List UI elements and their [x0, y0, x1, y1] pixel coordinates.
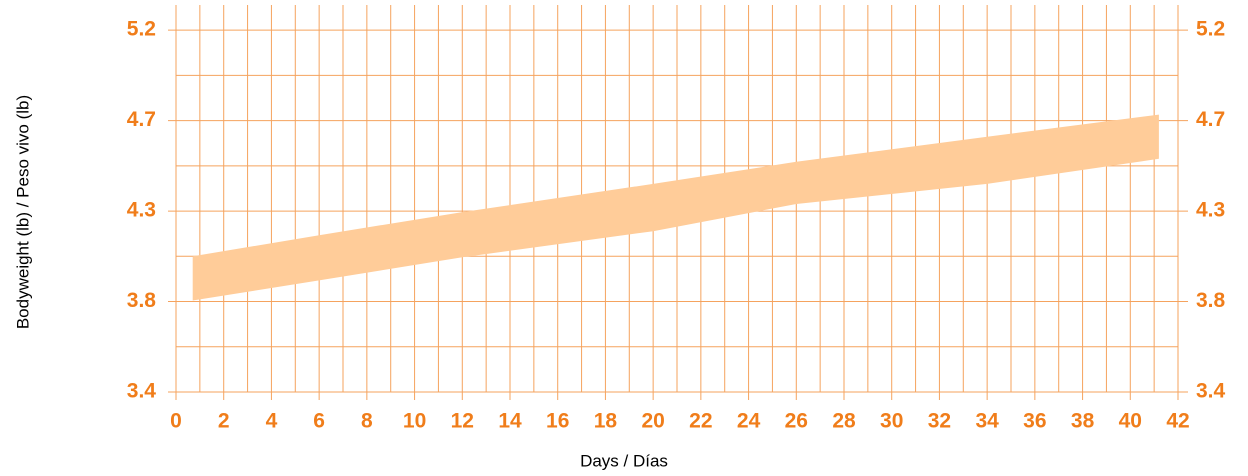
x-tick-label: 4 — [266, 410, 278, 433]
y-tick-label: 4.3 — [127, 199, 156, 222]
y2-tick-label: 3.4 — [1196, 380, 1226, 403]
x-tick-label: 14 — [498, 410, 522, 433]
y2-tick-label: 4.3 — [1196, 199, 1225, 222]
y-tick-label: 3.4 — [127, 380, 157, 403]
x-tick-label: 6 — [313, 410, 325, 433]
x-tick-label: 32 — [928, 410, 951, 433]
x-tick-label: 18 — [594, 410, 618, 433]
x-tick-label: 0 — [170, 410, 182, 433]
y-tick-label: 5.2 — [127, 18, 156, 41]
y-axis-title: Bodyweight (lb) / Peso vivo (lb) — [13, 95, 32, 329]
x-tick-label: 42 — [1166, 410, 1189, 433]
y2-tick-label: 3.8 — [1196, 289, 1226, 312]
x-tick-label: 40 — [1119, 410, 1142, 433]
x-tick-label: 16 — [546, 410, 569, 433]
x-tick-label: 12 — [451, 410, 474, 433]
y2-tick-label: 4.7 — [1196, 108, 1225, 131]
x-tick-label: 28 — [832, 410, 856, 433]
x-tick-label: 38 — [1071, 410, 1095, 433]
x-tick-label: 8 — [361, 410, 373, 433]
x-tick-label: 34 — [975, 410, 999, 433]
x-tick-label: 2 — [218, 410, 230, 433]
x-tick-label: 24 — [737, 410, 761, 433]
y-tick-label: 3.8 — [127, 289, 157, 312]
x-tick-label: 36 — [1023, 410, 1046, 433]
x-tick-label: 22 — [689, 410, 712, 433]
x-tick-label: 26 — [785, 410, 808, 433]
x-tick-label: 20 — [641, 410, 664, 433]
y-tick-label: 4.7 — [127, 108, 156, 131]
x-axis-title: Days / Días — [580, 451, 668, 470]
x-tick-label: 30 — [880, 410, 903, 433]
range-band — [192, 114, 1159, 301]
y2-tick-label: 5.2 — [1196, 18, 1225, 41]
x-tick-label: 10 — [403, 410, 426, 433]
